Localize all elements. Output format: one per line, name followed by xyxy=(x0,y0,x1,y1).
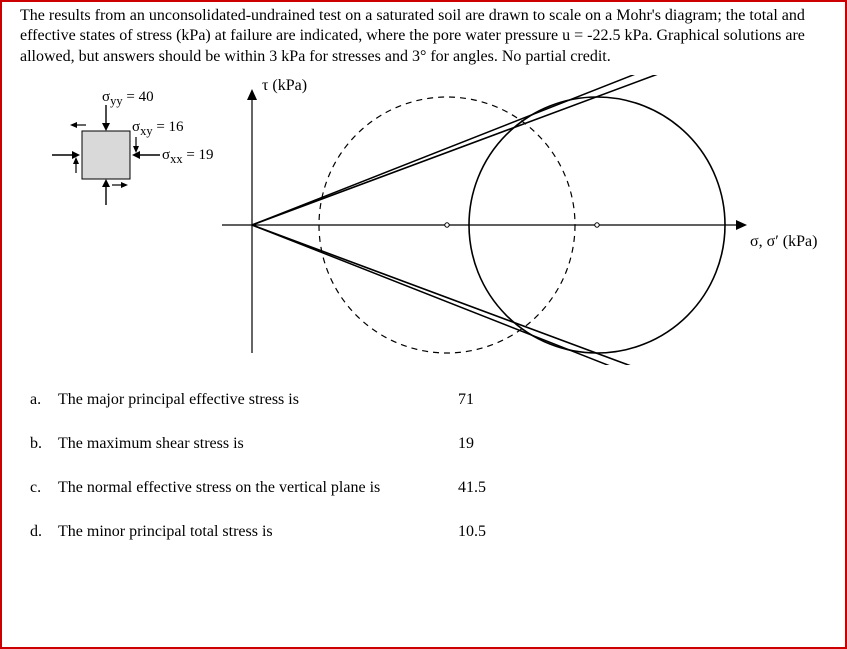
answer-text: The normal effective stress on the verti… xyxy=(58,479,458,497)
answer-value: 19 xyxy=(458,435,518,453)
mohr-diagram: τ (kPa) σ, σ′ (kPa) xyxy=(202,75,822,365)
sigma-yy-arrowhead-bottom xyxy=(102,179,110,187)
answer-letter: b. xyxy=(30,435,58,453)
answer-text: The maximum shear stress is xyxy=(58,435,458,453)
sigma-yy-label: σyy = σ_yy = 4040 xyxy=(102,89,154,109)
answer-letter: c. xyxy=(30,479,58,497)
mohr-svg xyxy=(202,75,822,365)
answer-row-b: b. The maximum shear stress is 19 xyxy=(30,435,827,453)
soil-element-box xyxy=(82,131,130,179)
answer-value: 10.5 xyxy=(458,523,518,541)
sigma-axis-arrow-icon xyxy=(736,220,747,230)
envelope-upper xyxy=(252,75,732,225)
effective-center-marker xyxy=(595,223,599,227)
stress-element: σyy = σ_yy = 4040 σxy = 16 σxx = 19 xyxy=(42,89,222,199)
answer-letter: a. xyxy=(30,391,58,409)
answer-row-c: c. The normal effective stress on the ve… xyxy=(30,479,827,497)
problem-text: The results from an unconsolidated-undra… xyxy=(2,2,845,75)
problem-body: The results from an unconsolidated-undra… xyxy=(20,7,805,65)
answer-value: 41.5 xyxy=(458,479,518,497)
answer-value: 71 xyxy=(458,391,518,409)
sigma-yy-arrowhead xyxy=(102,123,110,131)
answer-row-a: a. The major principal effective stress … xyxy=(30,391,827,409)
total-center-marker xyxy=(445,223,449,227)
answer-text: The major principal effective stress is xyxy=(58,391,458,409)
sigma-xy-bottom-head xyxy=(121,182,128,188)
answer-letter: d. xyxy=(30,523,58,541)
envelope-lower xyxy=(252,225,732,365)
tau-axis-arrow-icon xyxy=(247,89,257,100)
sigma-xy-top-head xyxy=(70,122,77,128)
answer-text: The minor principal total stress is xyxy=(58,523,458,541)
sigma-xy-left-head xyxy=(73,157,79,164)
sigma-xy-label: σxy = 16 xyxy=(132,119,184,139)
answers-block: a. The major principal effective stress … xyxy=(2,365,845,541)
answer-row-d: d. The minor principal total stress is 1… xyxy=(30,523,827,541)
figure-area: σyy = σ_yy = 4040 σxy = 16 σxx = 19 xyxy=(2,75,845,365)
tau-axis-label: τ (kPa) xyxy=(262,77,307,95)
sigma-axis-label: σ, σ′ (kPa) xyxy=(750,233,817,251)
